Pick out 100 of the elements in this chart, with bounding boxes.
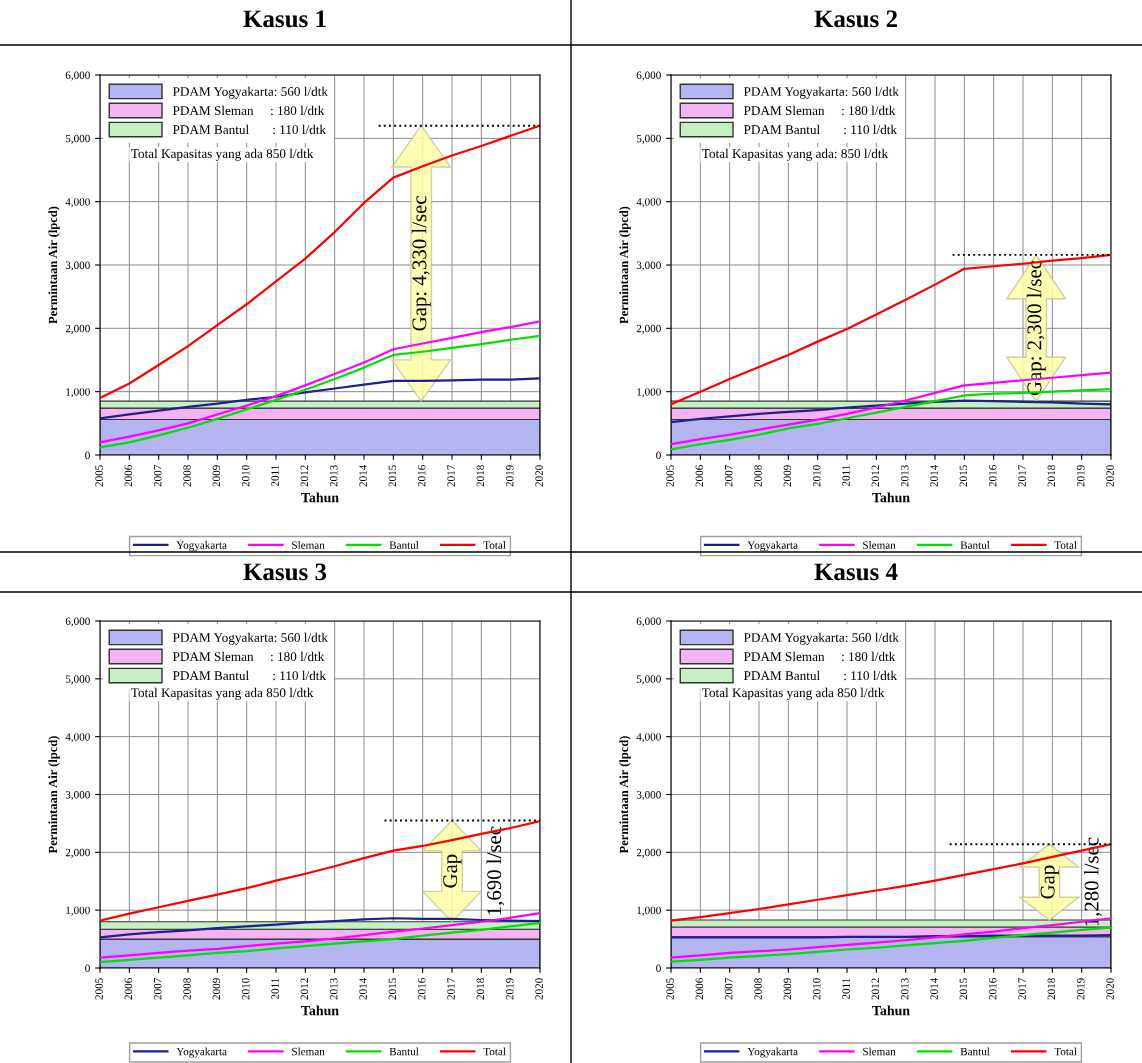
y-tick-label: 3,000 <box>65 790 90 801</box>
x-tick-label: 2005 <box>95 978 103 1000</box>
y-tick-label: 5,000 <box>65 134 90 144</box>
chart-title: Kasus 1 <box>243 10 326 28</box>
x-tick-label: 2006 <box>124 978 133 1000</box>
x-tick-label: 2014 <box>930 977 938 1000</box>
y-tick-label: 6,000 <box>65 617 90 627</box>
x-tick-label: 2009 <box>212 465 221 487</box>
y-tick-label: 4,000 <box>65 198 90 208</box>
y-tick-label: 6,000 <box>636 71 661 81</box>
legend-label: PDAM Sleman : 180 l/dtk <box>743 651 896 662</box>
x-tick-label: 2013 <box>329 465 338 487</box>
x-tick-label: 2011 <box>842 465 850 487</box>
x-tick-label: 2008 <box>754 465 762 487</box>
x-tick-label: 2010 <box>812 465 821 487</box>
y-tick-label: 5,000 <box>636 675 661 685</box>
chart-title: Kasus 4 <box>814 563 898 581</box>
legend-label: PDAM Bantul : 110 l/dtk <box>743 124 898 135</box>
legend-label: Yogyakarta <box>176 1047 227 1058</box>
annotation: Gap <box>1040 865 1059 899</box>
x-tick-label: 2013 <box>329 978 338 1000</box>
annotation: Total Kapasitas yang ada: 850 l/dtk <box>702 148 889 161</box>
y-tick-label: 3,000 <box>65 261 90 271</box>
y-tick-label: 2,000 <box>65 324 90 334</box>
x-tick-label: 2009 <box>212 978 221 1000</box>
line-series <box>671 399 1111 424</box>
legend-label: PDAM Sleman : 180 l/dtk <box>172 105 325 116</box>
x-tick-label: 2017 <box>1018 465 1026 487</box>
y-tick-label: 5,000 <box>65 675 90 685</box>
legend-label: PDAM Yogyakarta: 560 l/dtk <box>172 632 328 645</box>
annotation: Total Kapasitas yang ada 850 l/dtk <box>131 687 314 700</box>
legend-label: Sleman <box>863 1047 896 1056</box>
legend-label: Sleman <box>863 541 896 549</box>
y-tick-label: 2,000 <box>636 848 661 858</box>
y-tick-label: 1,000 <box>637 388 661 398</box>
x-tick-label: 2018 <box>476 465 485 487</box>
x-tick-label: 2009 <box>783 465 792 487</box>
x-tick-label: 2014 <box>359 464 367 487</box>
y-tick-label: 0 <box>656 964 661 972</box>
legend-label: PDAM Bantul : 110 l/dtk <box>172 124 327 135</box>
x-tick-label: 2011 <box>271 978 279 1000</box>
y-tick-label: 4,000 <box>636 198 661 208</box>
line-series <box>100 921 540 964</box>
legend-label: PDAM Sleman : 180 l/dtk <box>743 105 896 116</box>
x-tick-label: 2012 <box>871 465 880 487</box>
y-axis-title: Permintaan Air (lpcd) <box>619 736 631 854</box>
legend-label: Total <box>483 1047 506 1056</box>
line-series <box>671 253 1111 406</box>
x-tick-label: 2009 <box>783 978 792 1000</box>
x-tick-label: 2010 <box>241 978 250 1000</box>
legend-label: Total <box>1054 1047 1077 1056</box>
legend-label: Yogyakarta <box>176 541 227 552</box>
legend-label: PDAM Bantul : 110 l/dtk <box>172 670 327 681</box>
x-tick-label: 2012 <box>300 465 309 487</box>
x-tick-label: 2018 <box>476 978 485 1000</box>
line-series <box>100 124 540 400</box>
legend-label: PDAM Yogyakarta: 560 l/dtk <box>743 86 899 99</box>
x-tick-label: 2020 <box>535 978 543 1000</box>
x-tick-label: 2007 <box>724 978 733 1000</box>
x-tick-label: 2008 <box>183 465 191 487</box>
legend-label: Bantul <box>389 1047 419 1056</box>
chart-title: Kasus 2 <box>814 10 897 28</box>
x-tick-label: 2018 <box>1047 465 1056 487</box>
x-tick-label: 2005 <box>666 978 674 1000</box>
x-tick-label: 2010 <box>241 465 250 487</box>
x-axis-title: Tahun <box>301 492 339 503</box>
y-tick-label: 0 <box>85 964 90 972</box>
x-tick-label: 2017 <box>447 465 455 487</box>
line-series <box>100 917 540 939</box>
legend-label: Bantul <box>389 541 419 549</box>
x-tick-label: 2008 <box>183 978 191 1000</box>
x-tick-label: 2015 <box>959 465 968 487</box>
x-tick-label: 2006 <box>124 465 133 487</box>
x-tick-label: 2016 <box>417 978 426 1000</box>
chart-title: Kasus 3 <box>243 563 327 581</box>
x-tick-label: 2006 <box>695 978 704 1000</box>
legend-label: Sleman <box>292 541 325 549</box>
legend-label: PDAM Sleman : 180 l/dtk <box>172 651 325 662</box>
x-tick-label: 2007 <box>153 465 162 487</box>
annotation: Total Kapasitas yang ada 850 l/dtk <box>702 687 885 700</box>
x-tick-label: 2008 <box>754 978 762 1000</box>
x-tick-label: 2019 <box>505 465 514 487</box>
y-tick-label: 4,000 <box>65 733 90 743</box>
x-tick-label: 2017 <box>1018 978 1026 1000</box>
x-tick-label: 2013 <box>900 978 909 1000</box>
y-tick-label: 6,000 <box>65 71 90 81</box>
legend-label: PDAM Bantul : 110 l/dtk <box>743 670 898 681</box>
x-tick-label: 2020 <box>1106 978 1114 1000</box>
legend-label: Total <box>1054 541 1077 549</box>
legend-label: Bantul <box>960 1047 990 1056</box>
x-tick-label: 2016 <box>988 978 997 1000</box>
y-tick-label: 3,000 <box>636 261 661 271</box>
x-tick-label: 2010 <box>812 978 821 1000</box>
y-tick-label: 6,000 <box>636 617 661 627</box>
x-tick-label: 2005 <box>95 465 103 487</box>
legend-label: Yogyakarta <box>747 541 798 552</box>
annotation: Gap: 4,330 l/sec <box>411 196 431 331</box>
y-tick-label: 4,000 <box>636 733 661 743</box>
legend-label: Total <box>483 541 506 549</box>
x-tick-label: 2013 <box>900 465 909 487</box>
